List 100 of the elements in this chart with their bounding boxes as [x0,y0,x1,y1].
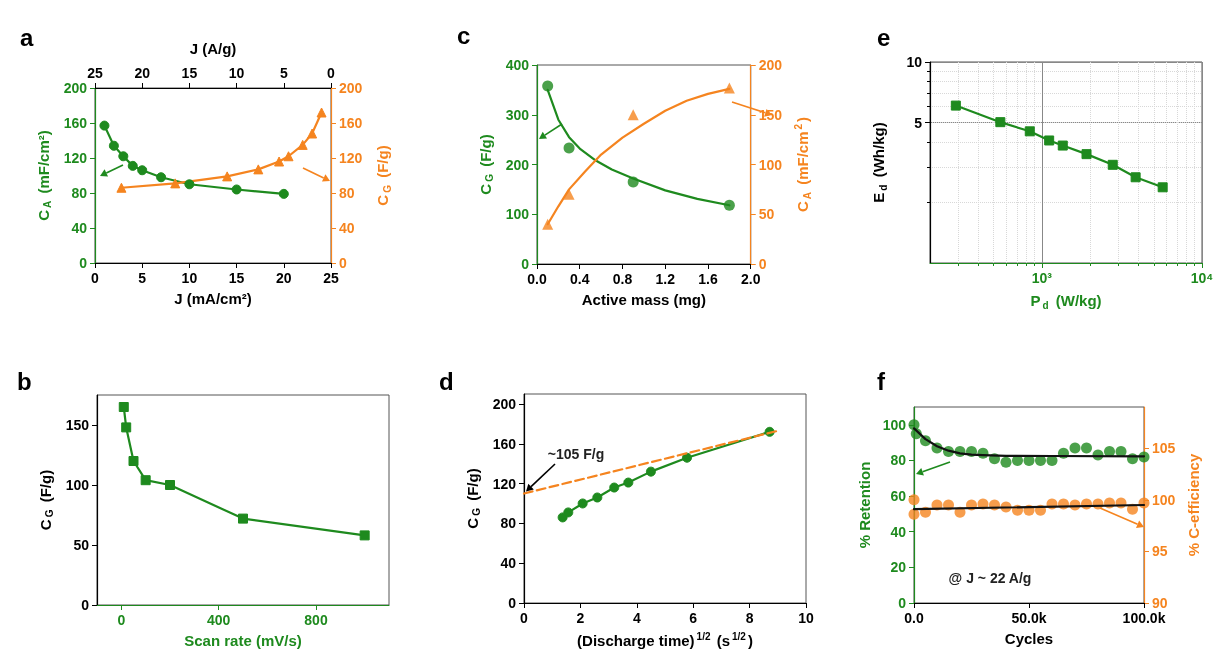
x-tick-label: 8 [745,610,754,626]
point [1081,442,1092,454]
y-axis-title: CG (F/g) [476,134,496,195]
x2-axis-title: J (A/g) [189,40,237,57]
chart-title: b [17,367,32,395]
y-tick-label: 80 [500,515,517,532]
point [542,218,554,230]
x-tick-label: 0.8 [612,271,633,287]
y-tick-label: 200 [492,395,517,412]
point [645,466,656,477]
y-tick-label: 160 [492,435,517,452]
chart-title: a [20,23,34,51]
x-axis-title: Scan rate (mV/s) [184,632,302,649]
y-axis-title: Ed (Wh/kg) [870,122,889,203]
y2-axis-title: CA (mF/cm2) [792,116,813,213]
x-tick-label: 10⁴ [1190,270,1214,286]
x-tick-label: 4 [632,610,641,626]
point [184,179,195,190]
x2-tick-label: 25 [87,65,103,81]
point [297,139,308,150]
point [118,151,129,162]
point [238,513,248,524]
chart-title: c [457,21,471,49]
x-tick-label: 5 [138,270,147,286]
y2-tick-label: 200 [339,80,363,96]
x-tick-label: 6 [689,610,698,626]
point [231,184,242,195]
y-tick-label: 200 [63,80,88,96]
point [577,498,588,509]
point [563,507,574,518]
point [316,107,327,118]
x-tick-label: 10³ [1031,270,1053,286]
y2-axis-title: CG (F/g) [374,145,393,206]
x-tick-label: 15 [228,270,245,286]
point [278,188,289,199]
y2-tick-label: 0 [758,256,767,272]
y-tick-label: 120 [63,150,88,166]
point [274,156,285,167]
y-tick-label: 60 [890,488,907,505]
y-tick-label: 150 [65,417,90,433]
x2-tick-label: 0 [327,65,336,81]
y2-tick-label: 95 [1152,543,1168,560]
x-tick-label: 2.0 [741,271,761,287]
y-axis-title: % Retention [855,461,873,549]
y-tick-label: 120 [492,475,517,492]
point [127,160,138,171]
x-tick-label: 10 [798,610,814,626]
y-axis-title: CA (mF/cm²) [34,130,54,221]
point [682,452,692,463]
y-axis-title: CG (F/g) [36,469,56,531]
y2-tick-label: 80 [339,185,355,201]
point [592,492,603,503]
x-tick-label: 25 [323,270,339,286]
x-tick-label: 0.4 [570,271,590,287]
y2-tick-label: 40 [339,220,355,236]
y2-axis-title: % C-efficiency [1185,453,1203,557]
annotation: @ J ~ 22 A/g [948,570,1032,586]
chart-title: d [439,367,454,395]
point [118,402,129,412]
y2-tick-label: 200 [758,57,783,73]
x-tick-label: 2 [576,610,585,626]
point [1000,456,1012,468]
point [137,165,148,176]
x-tick-label: 1.6 [698,271,718,287]
point [307,128,318,139]
x-axis-title: Active mass (mg) [581,291,706,308]
y-tick-label: 200 [505,156,530,173]
x-tick-label: 400 [206,612,231,628]
x-tick-label: 20 [276,270,292,286]
point [563,142,575,154]
y2-tick-label: 160 [339,115,363,131]
point [253,164,264,175]
y-tick-label: 80 [890,452,907,469]
point [222,171,233,182]
x-tick-label: 800 [304,612,328,628]
x-axis-title: J (mA/cm²) [174,290,252,307]
y-tick-label: 40 [890,523,907,540]
y-axis-title: CG (F/g) [463,468,483,529]
point [908,508,920,520]
x-tick-label: 0.0 [904,610,924,626]
point [542,80,554,92]
point [609,482,620,493]
y-tick-label: 100 [505,206,530,223]
y-tick-label: 10 [906,54,923,70]
y-tick-label: 0 [81,597,90,613]
point [908,494,920,506]
point [99,120,110,131]
point [283,151,294,162]
annotation: ~105 F/g [547,446,605,462]
point [128,456,139,466]
x2-tick-label: 10 [228,65,245,81]
x-tick-label: 10 [181,270,198,286]
y2-tick-label: 90 [1152,595,1168,611]
x-tick-label: 0 [117,612,126,628]
y-tick-label: 20 [890,559,907,576]
x-tick-label: 50.0k [1011,610,1047,626]
chart-title: e [877,23,891,51]
y-tick-label: 160 [63,115,88,131]
y2-tick-label: 105 [1152,440,1176,457]
x-tick-label: 100.0k [1122,610,1166,626]
